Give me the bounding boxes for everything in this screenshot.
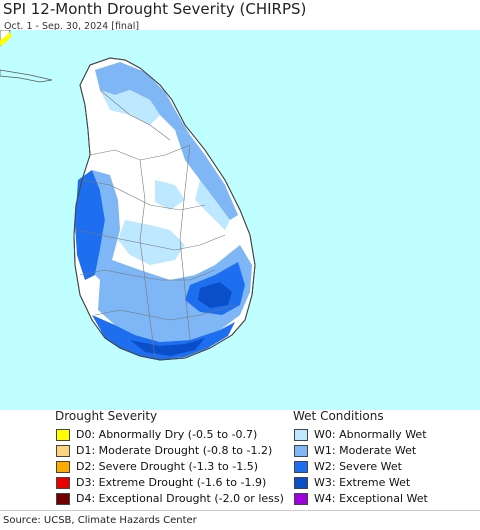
wet-legend-swatch [294,461,308,473]
wet-legend-swatch [294,477,308,489]
drought-legend-title: Drought Severity [55,409,158,423]
wet-legend-title: Wet Conditions [293,409,384,423]
w2-west [75,170,105,280]
drought-legend-swatch [56,477,70,489]
drought-legend-swatch [56,429,70,441]
w1-west [92,170,120,280]
w2-south [92,315,235,360]
footer-divider [0,510,480,511]
drought-map [0,30,480,410]
wet-legend-swatch [294,493,308,505]
district-boundaries [75,89,236,359]
w0-east [195,180,230,230]
drought-legend-swatch [56,493,70,505]
w1-north [95,62,190,135]
wet-legend-label: W0: Abnormally Wet [314,428,427,441]
drought-legend-label: D2: Severe Drought (-1.3 to -1.5) [76,460,259,473]
india-yellow-patch [0,32,12,46]
w3-south [130,338,205,356]
wet-legend-swatch [294,429,308,441]
w0-north [100,90,160,125]
wet-legend-swatch [294,445,308,457]
mannar-coast [0,69,53,83]
map-title: SPI 12-Month Drought Severity (CHIRPS) [3,0,307,18]
drought-legend-label: D4: Exceptional Drought (-2.0 or less) [76,492,284,505]
w1-east [175,130,238,220]
wet-legend-label: W3: Extreme Wet [314,476,411,489]
wet-legend-label: W1: Moderate Wet [314,444,417,457]
drought-legend-swatch [56,461,70,473]
map-subtitle: Oct. 1 - Sep. 30, 2024 [final] [4,21,140,32]
wet-legend-label: W2: Severe Wet [314,460,402,473]
w1-south-central [98,245,252,342]
w0-central-2 [155,180,185,210]
drought-legend-swatch [56,445,70,457]
map-canvas [0,30,256,361]
drought-legend-label: D0: Abnormally Dry (-0.5 to -0.7) [76,428,258,441]
drought-legend-label: D1: Moderate Drought (-0.8 to -1.2) [76,444,273,457]
w3-southeast [198,282,232,308]
source-credit: Source: UCSB, Climate Hazards Center [3,515,197,526]
w0-central [118,220,185,265]
wet-legend-label: W4: Exceptional Wet [314,492,428,505]
drought-legend-label: D3: Extreme Drought (-1.6 to -1.9) [76,476,267,489]
